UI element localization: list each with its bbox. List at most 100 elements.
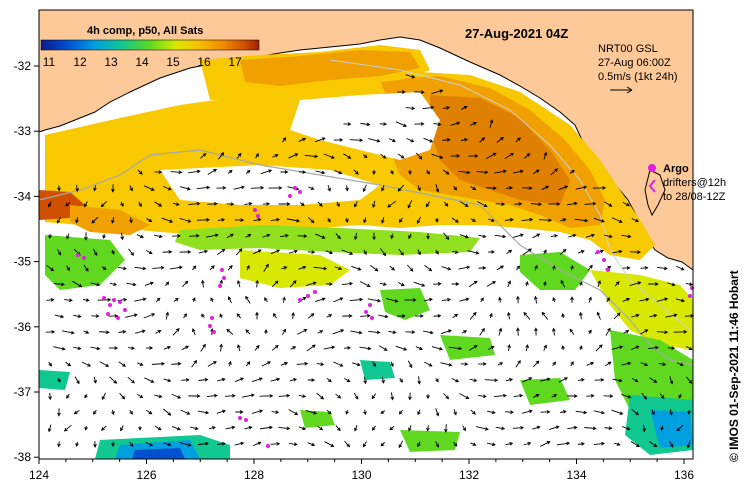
current-arrowhead xyxy=(311,250,316,254)
current-arrow xyxy=(313,266,327,270)
current-arrowhead xyxy=(204,441,209,446)
colorbar-tick-label: 14 xyxy=(135,55,149,69)
current-arrowhead xyxy=(616,442,621,446)
current-arrowhead xyxy=(330,443,335,447)
current-arrow xyxy=(332,329,344,335)
current-arrow xyxy=(262,234,270,238)
current-arrow xyxy=(73,314,81,318)
current-arrowhead xyxy=(626,426,631,431)
current-arrowhead xyxy=(627,361,632,366)
current-arrow xyxy=(119,392,125,400)
current-arrowhead xyxy=(265,263,269,268)
current-arrowhead xyxy=(435,412,440,417)
current-arrowhead xyxy=(426,170,430,175)
current-arrowhead xyxy=(286,393,291,398)
current-arrowhead xyxy=(210,297,214,302)
current-arrowhead xyxy=(359,138,364,143)
current-arrowhead xyxy=(221,218,226,222)
current-arrowhead xyxy=(663,266,668,271)
current-arrowhead xyxy=(552,361,557,366)
current-arrowhead xyxy=(399,378,403,383)
current-arrowhead xyxy=(312,281,317,285)
current-arrow xyxy=(272,154,278,158)
current-arrow xyxy=(370,264,378,272)
current-arrow xyxy=(196,186,210,190)
current-arrowhead xyxy=(239,410,244,414)
current-arrow xyxy=(352,362,360,366)
current-arrowhead xyxy=(363,154,368,159)
current-arrowhead xyxy=(93,410,97,415)
current-arrowhead xyxy=(282,296,286,301)
current-arrowhead xyxy=(93,252,98,256)
current-arrowhead xyxy=(562,410,567,414)
current-arrowhead xyxy=(528,377,533,381)
current-arrowhead xyxy=(340,329,345,333)
current-arrowhead xyxy=(105,363,110,367)
current-arrowhead xyxy=(501,202,506,206)
current-arrow xyxy=(453,409,457,415)
current-arrow xyxy=(587,265,593,271)
current-arrowhead xyxy=(447,329,452,333)
current-arrowhead xyxy=(221,248,226,253)
current-arrow xyxy=(390,392,394,400)
current-arrow xyxy=(665,314,677,318)
current-arrowhead xyxy=(498,327,503,332)
current-arrowhead xyxy=(490,346,495,350)
current-arrowhead xyxy=(294,411,299,415)
current-arrowhead xyxy=(473,121,477,126)
current-arrowhead xyxy=(619,411,624,415)
current-arrowhead xyxy=(410,138,415,143)
current-arrow xyxy=(198,379,208,381)
current-arrowhead xyxy=(139,394,144,399)
current-arrow xyxy=(380,153,386,159)
current-arrowhead xyxy=(246,169,251,174)
current-arrow xyxy=(584,427,596,429)
current-arrow xyxy=(475,426,489,430)
current-arrowhead xyxy=(276,217,281,222)
current-arrowhead xyxy=(320,395,325,400)
current-arrowhead xyxy=(177,361,182,366)
current-arrow xyxy=(315,298,325,302)
current-arrow xyxy=(200,344,206,352)
current-arrowhead xyxy=(122,266,127,271)
current-arrowhead xyxy=(425,203,430,208)
current-arrowhead xyxy=(160,265,165,270)
current-arrowhead xyxy=(528,248,532,252)
current-arrow xyxy=(233,186,245,190)
current-arrowhead xyxy=(465,395,470,399)
current-arrow xyxy=(54,314,64,318)
current-arrow xyxy=(422,106,434,110)
current-arrow xyxy=(62,330,74,334)
current-arrowhead xyxy=(354,236,358,241)
current-arrowhead xyxy=(362,443,367,448)
current-arrow xyxy=(631,314,639,318)
current-arrow xyxy=(298,138,306,142)
current-arrow xyxy=(315,170,325,174)
current-arrowhead xyxy=(480,297,484,302)
current-arrowhead xyxy=(311,378,316,382)
current-arrow xyxy=(171,363,181,365)
current-arrow xyxy=(597,312,601,320)
current-arrowhead xyxy=(398,444,403,449)
argo-tracks xyxy=(76,186,694,448)
current-arrowhead xyxy=(167,345,172,350)
current-arrowhead xyxy=(416,220,421,224)
current-arrowhead xyxy=(246,361,251,365)
current-arrow xyxy=(512,170,524,174)
current-arrow xyxy=(386,298,398,302)
current-arrow xyxy=(407,264,413,272)
current-arrowhead xyxy=(474,154,479,158)
current-arrowhead xyxy=(294,153,299,157)
current-arrowhead xyxy=(680,267,685,271)
current-arrow xyxy=(83,264,89,272)
current-arrowhead xyxy=(644,266,649,270)
current-arrowhead xyxy=(130,252,135,256)
current-arrowhead xyxy=(320,362,325,366)
current-arrowhead xyxy=(221,377,226,382)
current-arrow xyxy=(74,410,80,414)
current-arrowhead xyxy=(349,251,354,255)
current-arrow xyxy=(271,345,279,351)
current-arrowhead xyxy=(238,248,243,252)
current-arrowhead xyxy=(60,314,65,319)
current-arrowhead xyxy=(291,311,295,316)
